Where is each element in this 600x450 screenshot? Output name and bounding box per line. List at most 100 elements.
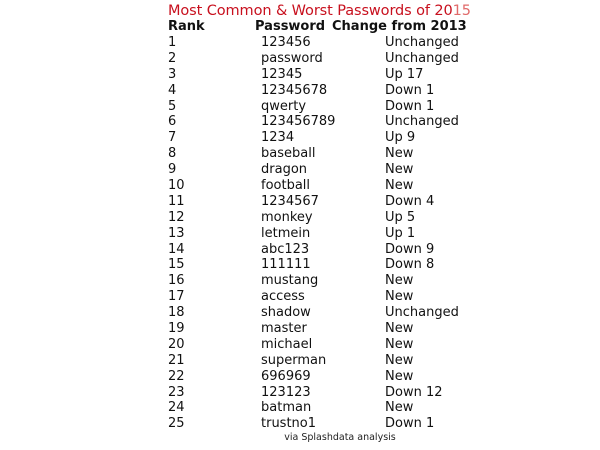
change-cell: New xyxy=(385,178,414,194)
table-row: 12 monkey Up 5 xyxy=(0,210,600,226)
change-cell: Down 1 xyxy=(385,82,435,98)
table-row: 20 michael New xyxy=(0,337,600,353)
table-row: 23 123123 Down 12 xyxy=(0,385,600,401)
password-cell: michael xyxy=(261,336,313,352)
password-cell: 111111 xyxy=(261,257,311,273)
change-cell: New xyxy=(385,352,414,368)
rank-cell: 7 xyxy=(168,130,177,146)
table-row: 18 shadow Unchanged xyxy=(0,305,600,321)
change-cell: New xyxy=(385,146,414,162)
change-cell: Unchanged xyxy=(385,35,459,50)
rank-cell: 12 xyxy=(168,209,185,225)
password-table: 1 123456 Unchanged 2 password Unchanged 3 12345… xyxy=(0,35,600,432)
change-cell: New xyxy=(385,162,414,178)
password-cell: 123456 xyxy=(261,35,311,50)
password-cell: superman xyxy=(261,352,327,368)
change-cell: Up 5 xyxy=(385,209,416,225)
table-row: 16 mustang New xyxy=(0,273,600,289)
rank-cell: 13 xyxy=(168,225,185,241)
rank-cell: 1 xyxy=(168,35,177,50)
table-row: 22 696969 New xyxy=(0,369,600,385)
source-credit: via Splashdata analysis xyxy=(284,432,396,443)
rank-cell: 5 xyxy=(168,98,177,114)
change-cell: Up 9 xyxy=(385,130,416,146)
table-row: 25 trustno1 Down 1 xyxy=(0,416,600,432)
rank-cell: 10 xyxy=(168,178,185,194)
change-cell: New xyxy=(385,336,414,352)
change-cell: Unchanged xyxy=(385,114,459,130)
password-cell: 696969 xyxy=(261,368,311,384)
password-cell: mustang xyxy=(261,273,319,289)
rank-cell: 22 xyxy=(168,368,185,384)
rank-cell: 19 xyxy=(168,321,185,337)
table-row: 17 access New xyxy=(0,289,600,305)
table-row: 5 qwerty Down 1 xyxy=(0,99,600,115)
table-row: 21 superman New xyxy=(0,353,600,369)
password-cell: 123456789 xyxy=(261,114,336,130)
change-cell: New xyxy=(385,289,414,305)
password-cell: qwerty xyxy=(261,98,307,114)
password-cell: baseball xyxy=(261,146,316,162)
password-cell: dragon xyxy=(261,162,308,178)
change-cell: Down 12 xyxy=(385,384,443,400)
rank-cell: 20 xyxy=(168,336,185,352)
table-row: 24 batman New xyxy=(0,400,600,416)
password-cell: trustno1 xyxy=(261,416,317,432)
password-cell: abc123 xyxy=(261,241,310,257)
change-cell: New xyxy=(385,368,414,384)
rank-cell: 14 xyxy=(168,241,185,257)
table-row: 3 12345 Up 17 xyxy=(0,67,600,83)
change-cell: Unchanged xyxy=(385,50,459,66)
rank-cell: 18 xyxy=(168,305,185,321)
table-row: 13 letmein Up 1 xyxy=(0,226,600,242)
header-password: Password xyxy=(255,19,326,34)
rank-cell: 3 xyxy=(168,66,177,82)
rank-cell: 6 xyxy=(168,114,177,130)
change-cell: New xyxy=(385,321,414,337)
password-cell: shadow xyxy=(261,305,311,321)
rank-cell: 4 xyxy=(168,82,177,98)
table-row: 2 password Unchanged xyxy=(0,51,600,67)
table-row: 11 1234567 Down 4 xyxy=(0,194,600,210)
password-cell: access xyxy=(261,289,305,305)
table-row: 15 111111 Down 8 xyxy=(0,257,600,273)
password-cell: 12345 xyxy=(261,66,303,82)
rank-cell: 15 xyxy=(168,257,185,273)
password-cell: monkey xyxy=(261,209,313,225)
table-row: 1 123456 Unchanged xyxy=(0,35,600,51)
rank-cell: 25 xyxy=(168,416,185,432)
password-cell: football xyxy=(261,178,311,194)
password-cell: batman xyxy=(261,400,312,416)
rank-cell: 16 xyxy=(168,273,185,289)
change-cell: Down 4 xyxy=(385,193,435,209)
password-cell: password xyxy=(261,50,323,66)
rank-cell: 24 xyxy=(168,400,185,416)
change-cell: Down 1 xyxy=(385,98,435,114)
rank-cell: 23 xyxy=(168,384,185,400)
table-row: 8 baseball New xyxy=(0,146,600,162)
title-year-suffix: 15 xyxy=(452,3,471,19)
password-cell: 123123 xyxy=(261,384,311,400)
change-cell: New xyxy=(385,273,414,289)
change-cell: Unchanged xyxy=(385,305,459,321)
rank-cell: 17 xyxy=(168,289,185,305)
rank-cell: 9 xyxy=(168,162,177,178)
header-change: Change from 2013 xyxy=(332,19,467,34)
title-text: Most Common & Worst Passwords of 20 xyxy=(168,3,453,19)
rank-cell: 21 xyxy=(168,352,185,368)
change-cell: Up 17 xyxy=(385,66,424,82)
password-cell: master xyxy=(261,321,307,337)
table-row: 6 123456789 Unchanged xyxy=(0,114,600,130)
change-cell: Down 8 xyxy=(385,257,435,273)
password-cell: 1234567 xyxy=(261,193,319,209)
rank-cell: 8 xyxy=(168,146,177,162)
table-row: 7 1234 Up 9 xyxy=(0,130,600,146)
table-row: 9 dragon New xyxy=(0,162,600,178)
rank-cell: 2 xyxy=(168,50,177,66)
password-cell: 12345678 xyxy=(261,82,328,98)
header-rank: Rank xyxy=(168,19,205,34)
table-row: 19 master New xyxy=(0,321,600,337)
page-title: Most Common & Worst Passwords of 2015 xyxy=(168,3,471,19)
change-cell: Down 1 xyxy=(385,416,435,432)
password-cell: 1234 xyxy=(261,130,295,146)
